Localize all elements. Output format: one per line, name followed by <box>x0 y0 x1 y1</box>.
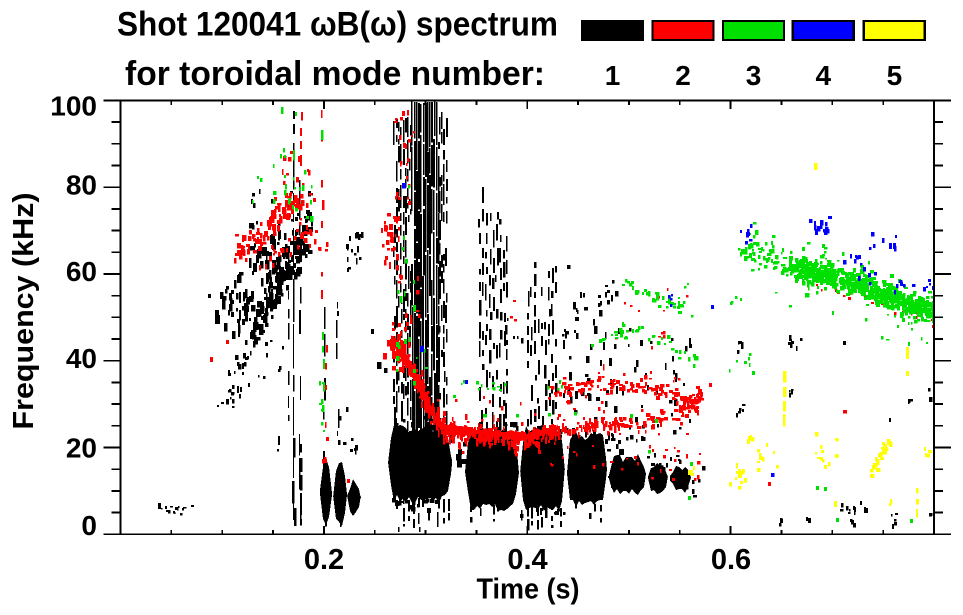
svg-text:Time (s): Time (s) <box>477 574 580 606</box>
svg-text:20: 20 <box>66 433 97 464</box>
svg-text:0: 0 <box>81 510 97 541</box>
svg-text:60: 60 <box>66 256 97 287</box>
svg-text:80: 80 <box>66 170 97 201</box>
svg-text:Shot 120041 ωB(ω) spectrum: Shot 120041 ωB(ω) spectrum <box>117 6 558 44</box>
svg-text:3: 3 <box>746 60 762 91</box>
svg-text:2: 2 <box>675 60 691 91</box>
svg-text:5: 5 <box>887 60 903 91</box>
svg-text:0.2: 0.2 <box>304 544 344 576</box>
svg-text:for toroidal mode number:: for toroidal mode number: <box>125 55 545 93</box>
svg-text:4: 4 <box>816 60 832 91</box>
svg-text:0.6: 0.6 <box>711 544 751 576</box>
svg-text:0.4: 0.4 <box>507 544 547 576</box>
svg-text:40: 40 <box>66 343 97 374</box>
svg-text:1: 1 <box>605 60 621 91</box>
svg-text:Frequency (kHz): Frequency (kHz) <box>8 193 40 430</box>
svg-text:100: 100 <box>50 91 97 122</box>
